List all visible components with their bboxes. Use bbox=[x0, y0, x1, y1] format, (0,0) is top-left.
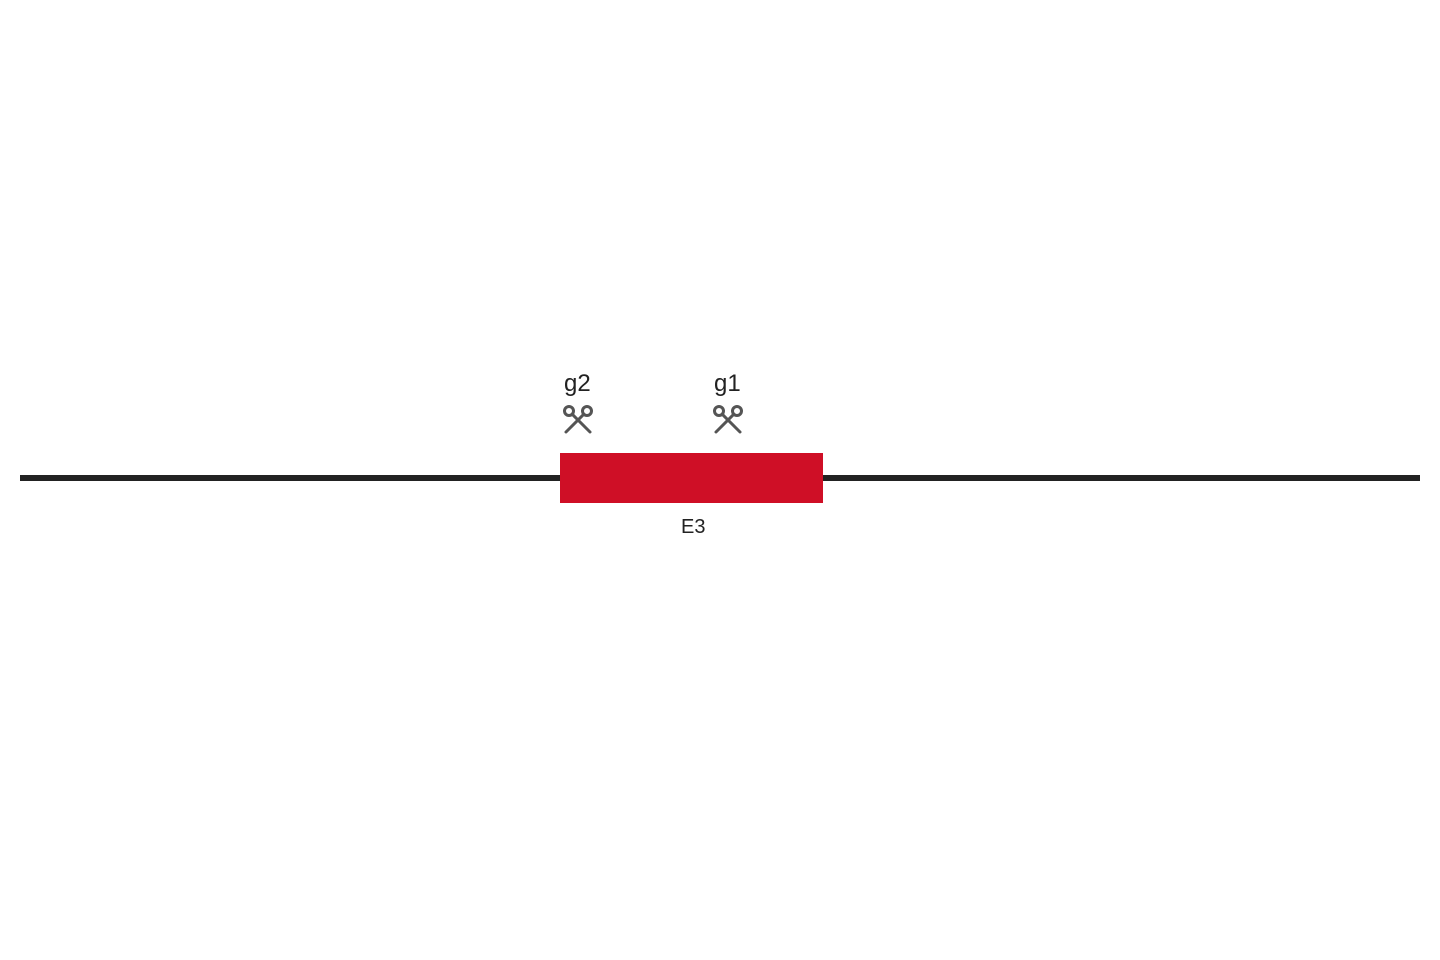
gene-diagram: E3 g2 g1 bbox=[0, 0, 1440, 960]
exon-label: E3 bbox=[681, 516, 705, 539]
cut-site-label-g1: g1 bbox=[714, 370, 741, 398]
backbone-left bbox=[20, 475, 560, 481]
backbone-right bbox=[823, 475, 1420, 481]
scissors-icon bbox=[560, 402, 596, 443]
scissors-icon bbox=[710, 402, 746, 443]
cut-site-label-g2: g2 bbox=[564, 370, 591, 398]
exon-e3 bbox=[560, 453, 823, 503]
